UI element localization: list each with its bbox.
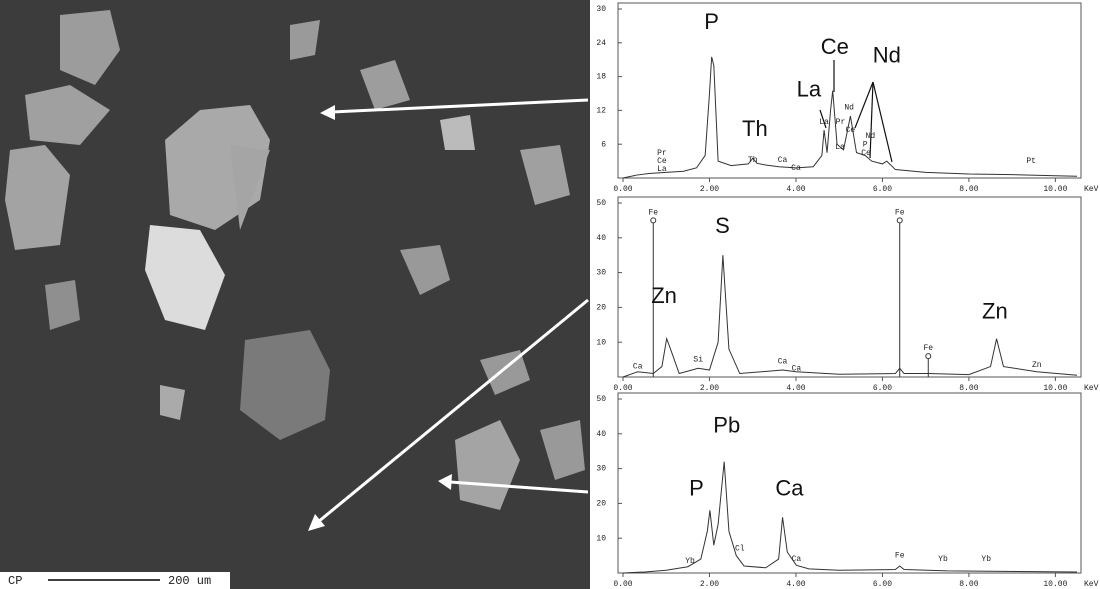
element-label: Ca xyxy=(778,357,788,366)
scale-label: 200 um xyxy=(168,574,211,588)
y-tick-label: 50 xyxy=(596,395,606,404)
x-tick-label: 10.00 xyxy=(1043,384,1067,393)
y-tick-label: 40 xyxy=(596,234,606,243)
element-label: Cl xyxy=(735,545,745,554)
peak-label: Nd xyxy=(873,43,901,68)
y-tick-label: 12 xyxy=(596,107,606,116)
element-label: Yb xyxy=(938,555,948,564)
peak-label: Pb xyxy=(713,413,740,438)
x-tick-label: 8.00 xyxy=(959,185,978,194)
figure: CP 200 um 6 12 18 24 30 0.00 2.00 4.00 6.00 8.00 1… xyxy=(0,0,1100,589)
x-tick-label: 10.00 xyxy=(1043,185,1067,194)
sem-image: CP 200 um xyxy=(0,0,590,589)
x-axis-label: KeV xyxy=(1084,580,1099,589)
x-tick-label: 10.00 xyxy=(1043,580,1067,589)
x-tick-label: 2.00 xyxy=(700,384,719,393)
peak-label: P xyxy=(704,9,719,34)
peak-label: S xyxy=(715,213,730,238)
x-tick-label: 8.00 xyxy=(959,580,978,589)
plot-frame xyxy=(618,197,1081,377)
element-label: Pr xyxy=(836,118,846,127)
x-axis-label: KeV xyxy=(1084,185,1099,194)
peak-label: Zn xyxy=(982,298,1008,323)
element-label: Ce xyxy=(846,126,856,135)
peak-label: La xyxy=(797,76,822,101)
y-tick-label: 50 xyxy=(596,199,606,208)
scale-prefix: CP xyxy=(8,574,22,588)
x-tick-label: 2.00 xyxy=(700,580,719,589)
y-tick-label: 10 xyxy=(596,534,606,543)
peak-label: Ca xyxy=(775,475,804,500)
y-tick-label: 18 xyxy=(596,73,606,82)
x-tick-label: 0.00 xyxy=(613,384,632,393)
element-label: Zn xyxy=(1032,361,1042,370)
y-tick-label: 40 xyxy=(596,430,606,439)
peak-label: Zn xyxy=(651,283,677,308)
element-label: Ca xyxy=(792,364,802,373)
plot-frame xyxy=(618,393,1081,573)
marker-label: Fe xyxy=(895,209,905,218)
x-tick-label: 6.00 xyxy=(873,384,892,393)
element-label: Ca xyxy=(792,555,802,564)
marker-head xyxy=(651,218,656,223)
y-tick-label: 30 xyxy=(596,269,606,278)
spectrum-line xyxy=(623,57,1077,178)
element-label: La xyxy=(657,165,667,174)
marker-head xyxy=(897,218,902,223)
element-label: Ca xyxy=(633,363,643,372)
element-label: Ca xyxy=(791,164,801,173)
element-label: Ce xyxy=(861,149,871,158)
element-label: Si xyxy=(693,356,703,365)
x-tick-label: 0.00 xyxy=(613,580,632,589)
y-tick-label: 6 xyxy=(601,140,606,149)
peak-label: Ce xyxy=(821,34,849,59)
peak-label: Th xyxy=(742,116,768,141)
y-tick-label: 20 xyxy=(596,500,606,509)
x-tick-label: 4.00 xyxy=(786,580,805,589)
x-tick-label: 2.00 xyxy=(700,185,719,194)
x-tick-label: 8.00 xyxy=(959,384,978,393)
page: {"image": {"scale_prefix": "CP", "scale_… xyxy=(0,0,1100,589)
y-tick-label: 24 xyxy=(596,39,606,48)
element-label: Th xyxy=(748,156,758,165)
y-tick-label: 30 xyxy=(596,465,606,474)
x-tick-label: 4.00 xyxy=(786,185,805,194)
element-label: Ca xyxy=(778,156,788,165)
x-tick-label: 0.00 xyxy=(613,185,632,194)
y-tick-label: 20 xyxy=(596,304,606,313)
element-label: Yb xyxy=(981,555,991,564)
marker-label: Fe xyxy=(923,344,933,353)
element-label: La xyxy=(819,118,829,127)
x-axis-label: KeV xyxy=(1084,384,1099,393)
x-tick-label: 4.00 xyxy=(786,384,805,393)
peak-label: P xyxy=(689,475,704,500)
plot-frame xyxy=(618,3,1081,178)
x-tick-label: 6.00 xyxy=(873,185,892,194)
marker-head xyxy=(926,354,931,359)
element-label: Nd xyxy=(844,104,854,113)
element-label: Yb xyxy=(685,557,695,566)
element-label: La xyxy=(835,143,845,152)
y-tick-label: 30 xyxy=(596,5,606,14)
marker-label: Fe xyxy=(648,209,658,218)
spectrum-line xyxy=(623,255,1077,377)
element-label: Pt xyxy=(1026,157,1036,166)
x-tick-label: 6.00 xyxy=(873,580,892,589)
element-label: Fe xyxy=(895,552,905,561)
y-tick-label: 10 xyxy=(596,338,606,347)
